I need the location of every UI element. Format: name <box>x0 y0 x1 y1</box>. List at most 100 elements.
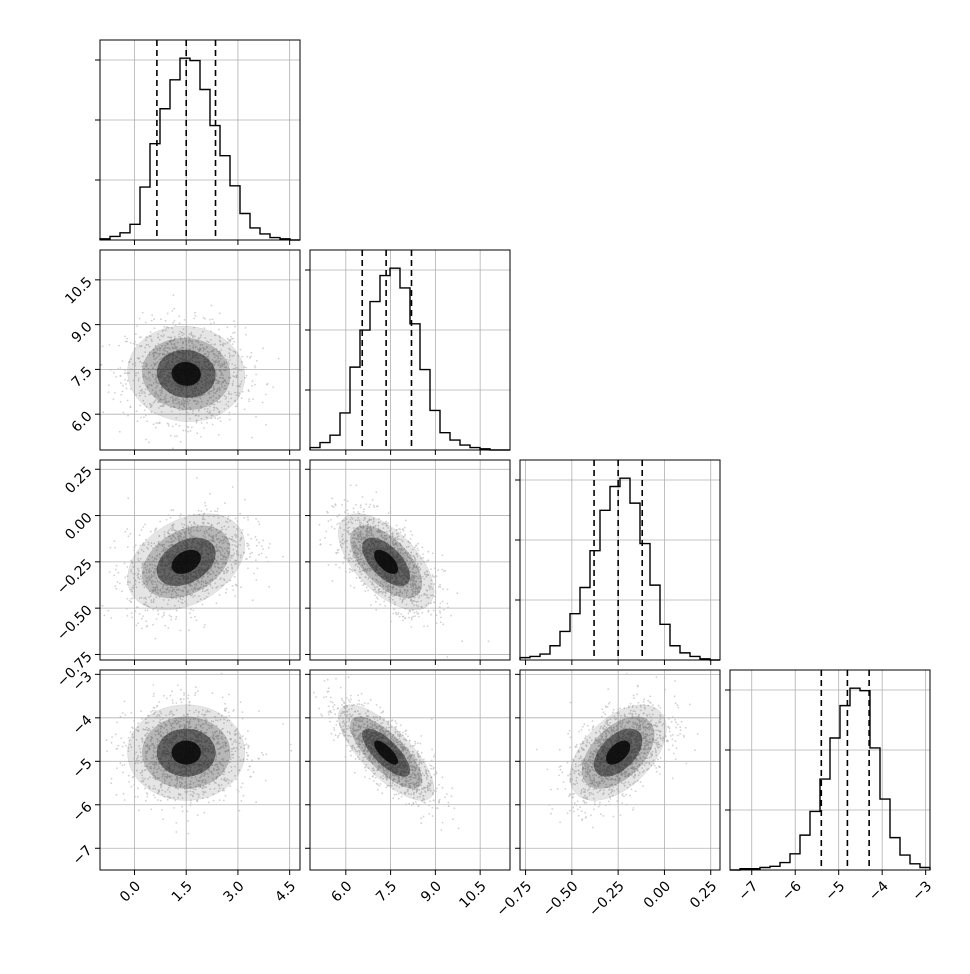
scatter-point <box>261 553 263 555</box>
scatter-point <box>247 519 249 521</box>
scatter-point <box>121 765 123 767</box>
scatter-point <box>144 524 146 526</box>
scatter-point <box>209 493 211 495</box>
scatter-point <box>125 531 127 533</box>
scatter-point <box>366 587 368 589</box>
scatter-point <box>251 385 253 387</box>
scatter-point <box>168 425 170 427</box>
scatter-point <box>206 422 208 424</box>
scatter-point <box>119 431 121 433</box>
scatter-point <box>138 810 140 812</box>
scatter-point <box>436 575 438 577</box>
scatter-point <box>255 518 257 520</box>
scatter-point <box>124 370 126 372</box>
scatter-point <box>337 516 339 518</box>
scatter-point <box>278 358 280 360</box>
scatter-point <box>115 569 117 571</box>
scatter-point <box>148 441 150 443</box>
scatter-point <box>439 612 441 614</box>
scatter-point <box>176 435 178 437</box>
scatter-point <box>349 568 351 570</box>
scatter-point <box>189 612 191 614</box>
scatter-point <box>249 556 251 558</box>
pair-panel-content <box>310 460 510 660</box>
scatter-point <box>204 502 206 504</box>
scatter-point <box>134 343 136 345</box>
scatter-point <box>153 707 155 709</box>
scatter-point <box>235 584 237 586</box>
scatter-point <box>126 388 128 390</box>
scatter-point <box>102 345 104 347</box>
scatter-point <box>154 327 156 329</box>
scatter-point <box>330 544 332 546</box>
scatter-point <box>206 509 208 511</box>
scatter-point <box>256 360 258 362</box>
scatter-point <box>123 412 125 414</box>
scatter-point <box>336 553 338 555</box>
scatter-point <box>246 375 248 377</box>
scatter-point <box>250 538 252 540</box>
scatter-point <box>216 511 218 513</box>
scatter-point <box>234 332 236 334</box>
scatter-point <box>417 543 419 545</box>
scatter-point <box>185 430 187 432</box>
scatter-point <box>213 800 215 802</box>
scatter-point <box>229 419 231 421</box>
scatter-point <box>224 502 226 504</box>
scatter-point <box>126 528 128 530</box>
scatter-point <box>243 517 245 519</box>
scatter-point <box>233 341 235 343</box>
scatter-point <box>336 524 338 526</box>
scatter-point <box>251 352 253 354</box>
scatter-point <box>404 535 406 537</box>
scatter-point <box>435 591 437 593</box>
scatter-point <box>356 577 358 579</box>
scatter-point <box>171 509 173 511</box>
scatter-point <box>167 313 169 315</box>
scatter-point <box>156 618 158 620</box>
scatter-point <box>398 528 400 530</box>
scatter-point <box>181 701 183 703</box>
scatter-point <box>434 576 436 578</box>
scatter-point <box>182 810 184 812</box>
scatter-point <box>120 382 122 384</box>
scatter-point <box>247 534 249 536</box>
scatter-point <box>122 360 124 362</box>
scatter-point <box>338 522 340 524</box>
scatter-point <box>259 523 261 525</box>
scatter-point <box>255 416 257 418</box>
scatter-point <box>124 336 126 338</box>
scatter-point <box>156 706 158 708</box>
scatter-point <box>224 703 226 705</box>
scatter-point <box>165 320 167 322</box>
scatter-point <box>376 506 378 508</box>
scatter-point <box>255 374 257 376</box>
scatter-point <box>241 800 243 802</box>
scatter-point <box>133 546 135 548</box>
scatter-point <box>235 778 237 780</box>
scatter-point <box>252 599 254 601</box>
scatter-point <box>334 528 336 530</box>
scatter-point <box>345 571 347 573</box>
scatter-point <box>269 543 271 545</box>
scatter-point <box>191 426 193 428</box>
scatter-point <box>428 610 430 612</box>
scatter-point <box>194 616 196 618</box>
scatter-point <box>408 617 410 619</box>
scatter-point <box>220 420 222 422</box>
scatter-point <box>163 326 165 328</box>
scatter-point <box>196 477 198 479</box>
scatter-point <box>266 556 268 558</box>
scatter-point <box>365 590 367 592</box>
scatter-point <box>353 511 355 513</box>
scatter-point <box>130 601 132 603</box>
scatter-point <box>233 413 235 415</box>
scatter-point <box>437 569 439 571</box>
scatter-point <box>235 405 237 407</box>
scatter-point <box>262 402 264 404</box>
scatter-point <box>174 320 176 322</box>
scatter-point <box>245 367 247 369</box>
scatter-point <box>233 709 235 711</box>
scatter-point <box>110 547 112 549</box>
